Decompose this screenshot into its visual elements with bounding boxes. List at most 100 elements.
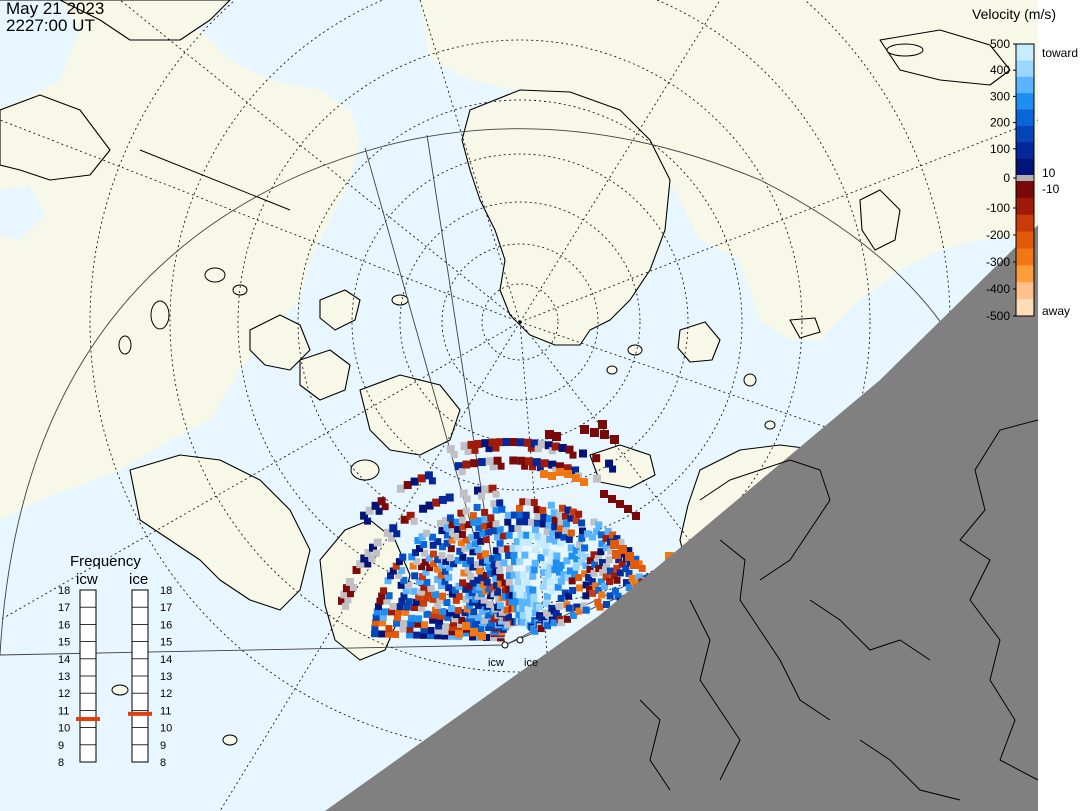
colorbar-frame	[1015, 43, 1035, 317]
echo-cell	[377, 497, 386, 506]
echo-cell	[618, 560, 626, 568]
echo-cell	[475, 567, 483, 575]
echo-cell	[360, 554, 369, 563]
echo-cell	[568, 577, 576, 585]
echo-cell	[592, 454, 601, 463]
echo-cell	[438, 495, 447, 504]
echo-cell	[410, 517, 418, 525]
echo-cell	[631, 579, 639, 587]
echo-cell	[497, 580, 505, 588]
echo-cell	[441, 632, 449, 640]
echo-cell	[519, 604, 527, 612]
echo-cell	[509, 591, 517, 599]
freq-scale-label-left: 18	[58, 585, 70, 597]
echo-cell	[371, 619, 379, 627]
echo-cell	[407, 620, 415, 628]
echo-cell	[470, 519, 478, 527]
echo-cell	[539, 520, 547, 528]
echo-cell	[485, 445, 493, 453]
echo-cell	[504, 511, 512, 519]
echo-cell	[537, 625, 545, 633]
timestamp-header: May 21 2023 2227:00 UT	[6, 0, 104, 34]
echo-cell	[458, 516, 466, 524]
echo-cell	[472, 586, 480, 594]
echo-cell	[562, 520, 570, 528]
site-ice-marker[interactable]	[516, 636, 524, 644]
echo-cell	[385, 625, 393, 633]
echo-cell	[422, 594, 430, 602]
echo-cell	[475, 524, 483, 532]
echo-cell	[582, 606, 590, 614]
echo-cell	[552, 432, 561, 441]
echo-cell	[540, 513, 548, 521]
echo-cell	[502, 438, 511, 447]
echo-cell	[435, 622, 443, 630]
echo-cell	[516, 511, 524, 519]
echo-cell	[346, 590, 354, 598]
echo-cell	[446, 445, 455, 454]
echo-cell	[536, 464, 544, 472]
echo-cell	[445, 563, 453, 571]
echo-cell	[554, 531, 562, 539]
echo-cell	[516, 591, 524, 599]
echo-cell	[448, 605, 456, 613]
echo-cell	[437, 612, 445, 620]
echo-cell	[368, 555, 376, 563]
echo-cell	[616, 500, 624, 508]
echo-cell	[577, 558, 585, 566]
echo-cell	[557, 518, 565, 526]
echo-cell	[480, 522, 488, 530]
echo-cell	[475, 583, 483, 591]
freq-scale-label-right: 9	[160, 740, 166, 752]
echo-cell	[421, 621, 429, 629]
echo-cell	[549, 529, 557, 537]
echo-cell	[345, 577, 354, 586]
echo-cell	[455, 582, 463, 590]
echo-cell	[474, 613, 482, 621]
echo-cell	[550, 619, 558, 627]
echo-cell	[385, 592, 393, 600]
echo-cell	[400, 592, 408, 600]
echo-cell	[525, 613, 533, 621]
echo-cell	[446, 514, 454, 522]
echo-cell	[517, 456, 526, 465]
echo-cell	[540, 470, 548, 478]
echo-cell	[615, 556, 623, 564]
echo-cell	[542, 548, 550, 556]
echo-cell	[474, 546, 482, 554]
echo-cell	[545, 430, 554, 439]
velocity-tick-label: 100	[990, 142, 1010, 156]
echo-cell	[438, 543, 446, 551]
echo-cell	[395, 571, 403, 579]
echo-cell	[527, 444, 535, 452]
siberia-edge	[879, 29, 1011, 86]
site-icw-marker[interactable]	[501, 641, 509, 649]
echo-cell	[564, 574, 572, 582]
echo-cell	[410, 477, 419, 486]
echo-cell	[589, 533, 597, 541]
echo-cell	[585, 574, 593, 582]
echo-cell	[569, 587, 577, 595]
echo-cell	[467, 440, 476, 449]
echo-cell	[509, 456, 518, 465]
echo-cell	[381, 503, 389, 511]
echo-cell	[455, 624, 463, 632]
echo-cell	[421, 558, 429, 566]
echo-cell	[523, 578, 531, 586]
echo-cell	[398, 597, 406, 605]
echo-cell	[596, 603, 604, 611]
echo-cell	[530, 439, 539, 448]
echo-cell	[508, 598, 516, 606]
novaya-zemlya	[859, 189, 901, 251]
echo-cell	[490, 590, 498, 598]
echo-cell	[571, 570, 579, 578]
echo-cell	[426, 564, 434, 572]
echo-cell	[582, 581, 590, 589]
echo-cell	[628, 574, 636, 582]
echo-cell	[544, 622, 552, 630]
freq-scale-label-left: 9	[58, 740, 64, 752]
echo-cell	[494, 533, 502, 541]
echo-cell	[597, 531, 605, 539]
echo-cell	[410, 604, 418, 612]
echo-cell	[429, 595, 437, 603]
